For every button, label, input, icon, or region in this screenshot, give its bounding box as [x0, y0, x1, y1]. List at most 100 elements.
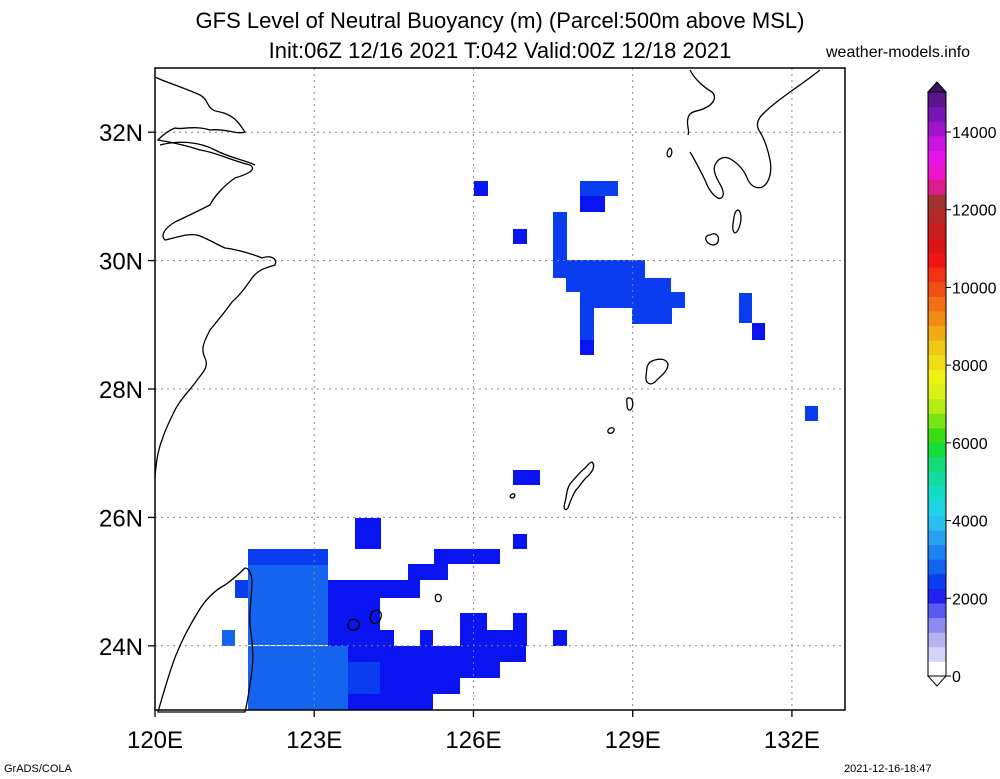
lon-tick-label: 120E	[127, 727, 183, 754]
buoyancy-cell	[513, 470, 540, 485]
colorbar-segment	[928, 179, 946, 195]
colorbar-segment	[928, 544, 946, 560]
buoyancy-cell	[420, 630, 433, 646]
watermark: weather-models.info	[826, 44, 971, 61]
colorbar-segment	[928, 281, 946, 297]
lon-tick-label: 126E	[445, 727, 501, 754]
buoyancy-cell	[513, 534, 527, 549]
buoyancy-cell	[248, 565, 328, 645]
buoyancy-cell	[408, 564, 448, 580]
buoyancy-cell	[580, 196, 605, 212]
coastline-kyushu	[689, 69, 821, 200]
colorbar-label: 12000	[952, 203, 997, 220]
colorbar-segment	[928, 354, 946, 370]
colorbar-segment	[928, 208, 946, 224]
buoyancy-cell	[580, 340, 594, 355]
colorbar-segment	[928, 325, 946, 341]
buoyancy-cell	[434, 549, 500, 564]
colorbar-label: 4000	[952, 514, 988, 531]
buoyancy-cell	[235, 580, 248, 598]
coastline-miyako	[434, 593, 442, 603]
colorbar-segment	[928, 150, 946, 166]
colorbar-segment	[928, 238, 946, 254]
colorbar: 0 2000 4000 6000 8000 10000 12000 14000	[926, 81, 997, 687]
footer-credit: GrADS/COLA	[4, 763, 72, 775]
coastline-yangtze-estuary	[159, 141, 256, 166]
buoyancy-cell	[632, 308, 672, 324]
lat-tick-label: 28N	[99, 377, 143, 404]
colorbar-segment	[928, 603, 946, 619]
buoyancy-cell	[580, 292, 685, 308]
coastline-okinoerabu	[607, 427, 615, 434]
coastline-iriomote	[347, 618, 360, 631]
chart-subtitle: Init:06Z 12/16 2021 T:042 Valid:00Z 12/1…	[268, 38, 732, 63]
buoyancy-cell	[248, 549, 328, 565]
buoyancy-cell	[739, 293, 752, 323]
buoyancy-cell	[566, 278, 671, 292]
buoyancy-cell	[222, 630, 235, 646]
colorbar-segment	[928, 442, 946, 458]
buoyancy-cell	[348, 662, 380, 694]
buoyancy-cell	[513, 613, 527, 630]
buoyancy-cell	[487, 630, 527, 646]
colorbar-segment	[928, 92, 946, 108]
colorbar-segment	[928, 427, 946, 443]
buoyancy-cell	[248, 646, 348, 710]
colorbar-segment	[928, 646, 946, 662]
buoyancy-cell	[355, 518, 381, 549]
colorbar-segment	[928, 135, 946, 151]
colorbar-segment	[928, 194, 946, 210]
chart-title: GFS Level of Neutral Buoyancy (m) (Parce…	[195, 8, 805, 33]
colorbar-segment	[928, 311, 946, 327]
coastline-layer	[154, 69, 821, 713]
graticule	[154, 68, 845, 710]
colorbar-segment	[928, 223, 946, 239]
colorbar-label: 0	[952, 669, 961, 686]
colorbar-segment	[928, 515, 946, 531]
buoyancy-cell	[513, 229, 527, 244]
buoyancy-cell	[474, 181, 488, 196]
buoyancy-cell	[328, 630, 394, 646]
buoyancy-cell	[553, 630, 567, 646]
buoyancy-cell	[752, 323, 765, 340]
colorbar-segment	[928, 369, 946, 385]
coastline-tanegashima	[732, 209, 742, 234]
colorbar-segment	[928, 165, 946, 181]
lat-tick-label: 26N	[99, 505, 143, 532]
colorbar-segment	[928, 252, 946, 268]
buoyancy-cell	[553, 212, 567, 262]
colorbar-segment	[928, 296, 946, 312]
lat-tick-label: 32N	[99, 120, 143, 147]
coastline-jeju-side	[666, 147, 673, 158]
buoyancy-cell	[328, 580, 420, 598]
lon-tick-label: 123E	[286, 727, 342, 754]
colorbar-frame	[927, 91, 947, 677]
colorbar-segment	[928, 632, 946, 648]
coastline-taiwan	[157, 567, 254, 713]
colorbar-segment	[928, 384, 946, 400]
colorbar-segment	[928, 573, 946, 589]
colorbar-segment	[928, 617, 946, 633]
colorbar-segment	[928, 457, 946, 473]
colorbar-segment	[928, 340, 946, 356]
colorbar-segment	[928, 486, 946, 502]
colorbar-segment	[928, 121, 946, 137]
coastline-kerama	[509, 493, 516, 499]
coastline-kyushu-north	[686, 69, 716, 136]
colorbar-segment	[928, 413, 946, 429]
coastline-china	[154, 76, 277, 479]
colorbar-segment	[928, 106, 946, 122]
coastline-okinawa	[563, 461, 595, 511]
colorbar-bottom-arrow	[926, 675, 948, 687]
buoyancy-cell	[328, 598, 380, 630]
coastline-tokunoshima	[626, 397, 634, 411]
colorbar-label: 14000	[952, 125, 997, 142]
coastline-amami	[645, 358, 669, 385]
coastline-ishigaki	[369, 609, 382, 625]
coastline-yakushima	[705, 233, 720, 246]
lat-tick-label: 30N	[99, 249, 143, 276]
buoyancy-cell	[553, 260, 645, 278]
colorbar-segment	[928, 661, 946, 677]
lon-tick-label: 132E	[764, 727, 820, 754]
